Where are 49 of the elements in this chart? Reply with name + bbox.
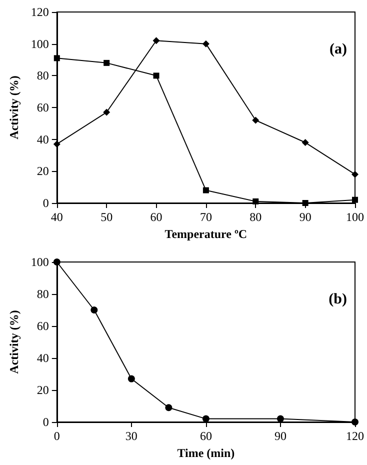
point bbox=[53, 140, 60, 148]
x-tick-label: 60 bbox=[200, 429, 212, 443]
x-tick-label: 70 bbox=[200, 210, 212, 224]
x-axis-title: Temperature ºC bbox=[164, 226, 248, 241]
point bbox=[302, 200, 308, 206]
point bbox=[153, 72, 160, 79]
x-tick-label: 60 bbox=[150, 210, 162, 224]
y-axis-title: Activity (%) bbox=[7, 76, 21, 140]
y-tick-label: 120 bbox=[30, 5, 49, 19]
point bbox=[302, 139, 309, 146]
y-tick-label: 100 bbox=[30, 36, 49, 51]
point bbox=[352, 196, 358, 203]
y-tick-label: 100 bbox=[30, 255, 49, 269]
point bbox=[352, 170, 358, 178]
point bbox=[152, 37, 160, 44]
y-tick-label: 40 bbox=[36, 351, 49, 365]
y-tick-label: 0 bbox=[42, 196, 49, 210]
y-axis-title: Activity (%) bbox=[7, 310, 21, 374]
point bbox=[252, 116, 260, 124]
y-tick-label: 40 bbox=[36, 132, 49, 146]
y-tick-label: 60 bbox=[36, 319, 49, 333]
point bbox=[90, 306, 98, 314]
y-tick-label: 60 bbox=[36, 100, 49, 114]
x-tick-label: 90 bbox=[299, 210, 312, 224]
x-tick-label: 90 bbox=[274, 429, 286, 443]
point bbox=[202, 187, 209, 194]
annotation: (a) bbox=[330, 42, 348, 58]
x-tick-label: 0 bbox=[54, 429, 60, 443]
x-tick-label: 80 bbox=[250, 210, 262, 224]
y-tick-label: 20 bbox=[36, 164, 49, 178]
x-tick-label: 50 bbox=[100, 210, 113, 224]
point bbox=[103, 108, 110, 116]
point bbox=[202, 40, 210, 48]
point bbox=[276, 415, 284, 422]
point bbox=[128, 375, 135, 382]
y-tick-label: 20 bbox=[36, 383, 49, 397]
x-axis-title: Time (min) bbox=[177, 446, 235, 460]
y-tick-label: 80 bbox=[36, 68, 49, 83]
point bbox=[165, 404, 172, 412]
point bbox=[202, 415, 210, 422]
x-tick-label: 100 bbox=[346, 210, 364, 224]
x-tick-label: 120 bbox=[346, 429, 364, 443]
x-tick-label: 30 bbox=[125, 429, 138, 443]
y-tick-label: 0 bbox=[42, 415, 49, 429]
point bbox=[252, 198, 259, 204]
annotation: (b) bbox=[328, 292, 348, 308]
point bbox=[54, 55, 60, 62]
y-tick-label: 80 bbox=[36, 287, 49, 301]
point bbox=[104, 60, 110, 66]
